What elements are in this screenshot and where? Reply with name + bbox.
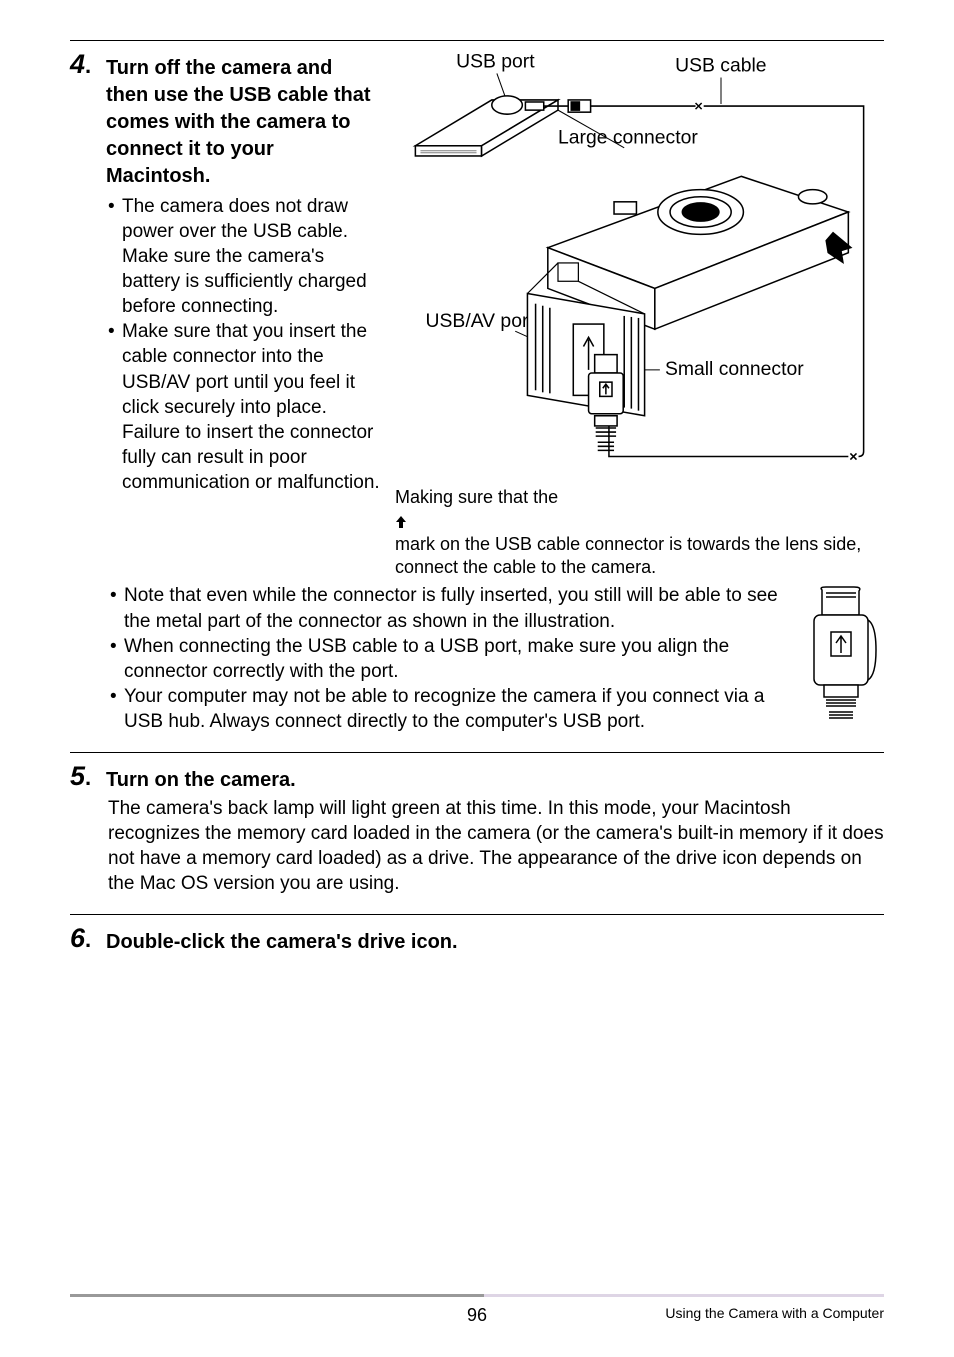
num: 5 xyxy=(70,761,85,791)
dot: . xyxy=(85,53,91,78)
list-item: Note that even while the connector is fu… xyxy=(108,583,884,633)
list-item: Make sure that you insert the cable conn… xyxy=(106,319,380,495)
step4-number: 4. xyxy=(70,49,106,579)
diagram-svg: USB port USB cable Large connector USB/A… xyxy=(395,49,884,477)
footer-chapter: Using the Camera with a Computer xyxy=(665,1305,884,1321)
rule-before-5 xyxy=(70,752,884,753)
step4-bullets-cont: Note that even while the connector is fu… xyxy=(108,583,884,733)
dot: . xyxy=(85,927,91,952)
label-small-conn: Small connector xyxy=(665,358,804,380)
step5-heading: Turn on the camera. xyxy=(106,761,296,794)
step6-heading: Double-click the camera's drive icon. xyxy=(106,923,458,956)
step5-number: 5. xyxy=(70,761,106,794)
step5: 5. Turn on the camera. xyxy=(70,761,884,794)
up-arrow-icon xyxy=(395,515,884,529)
label-usb-port: USB port xyxy=(456,50,535,72)
step5-body: The camera's back lamp will light green … xyxy=(70,796,884,896)
step4-heading: Turn off the camera and then use the USB… xyxy=(106,49,380,190)
list-item: When connecting the USB cable to a USB p… xyxy=(108,634,884,684)
step4-bullets-left: The camera does not draw power over the … xyxy=(106,194,380,495)
top-rule xyxy=(70,40,884,41)
list-item: Your computer may not be able to recogni… xyxy=(108,684,884,734)
diagram-caption: Making sure that the mark on the USB cab… xyxy=(395,486,884,580)
page-number: 96 xyxy=(467,1305,487,1326)
step4-continued: Note that even while the connector is fu… xyxy=(70,583,884,733)
rule-before-6 xyxy=(70,914,884,915)
step4-left: 4. Turn off the camera and then use the … xyxy=(70,49,380,579)
num: 4 xyxy=(70,49,85,79)
caption-part-a: Making sure that the xyxy=(395,487,558,507)
label-usb-cable: USB cable xyxy=(675,54,766,76)
label-large-conn: Large connector xyxy=(558,127,698,149)
step6: 6. Double-click the camera's drive icon. xyxy=(70,923,884,956)
dot: . xyxy=(85,765,91,790)
connection-diagram: USB port USB cable Large connector USB/A… xyxy=(395,49,884,579)
num: 6 xyxy=(70,923,85,953)
list-item: The camera does not draw power over the … xyxy=(106,194,380,319)
page-footer: 96 Using the Camera with a Computer xyxy=(70,1294,884,1321)
label-usb-av: USB/AV port xyxy=(426,310,535,332)
step6-number: 6. xyxy=(70,923,106,956)
caption-part-b: mark on the USB cable connector is towar… xyxy=(395,534,861,577)
